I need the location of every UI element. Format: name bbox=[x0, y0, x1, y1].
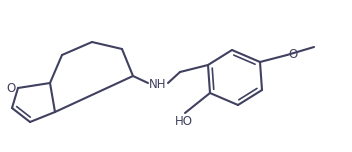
Text: NH: NH bbox=[149, 78, 167, 92]
Text: HO: HO bbox=[175, 115, 193, 128]
Text: O: O bbox=[6, 81, 15, 95]
Text: O: O bbox=[288, 47, 297, 60]
